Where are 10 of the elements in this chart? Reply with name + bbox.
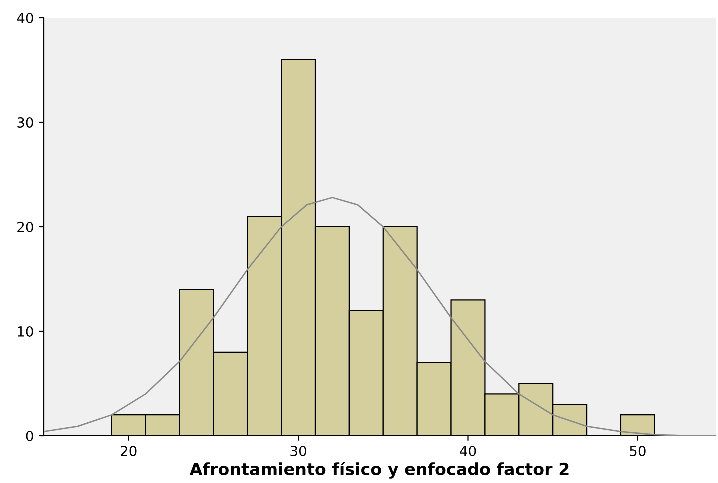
x-tick-label: 30 [290,446,306,456]
y-tick-label: 0 [26,430,34,442]
y-tick-label: 20 [18,222,34,232]
y-tick-label: 10 [18,326,34,337]
y-tick-label: 40 [17,12,34,24]
x-axis-title: Afrontamiento físico y enfocado factor 2 [190,462,569,479]
y-tick-label: 30 [18,117,34,128]
x-tick-label: 40 [460,446,476,456]
x-tick-label: 20 [121,446,137,456]
x-tick-label: 50 [630,446,646,456]
